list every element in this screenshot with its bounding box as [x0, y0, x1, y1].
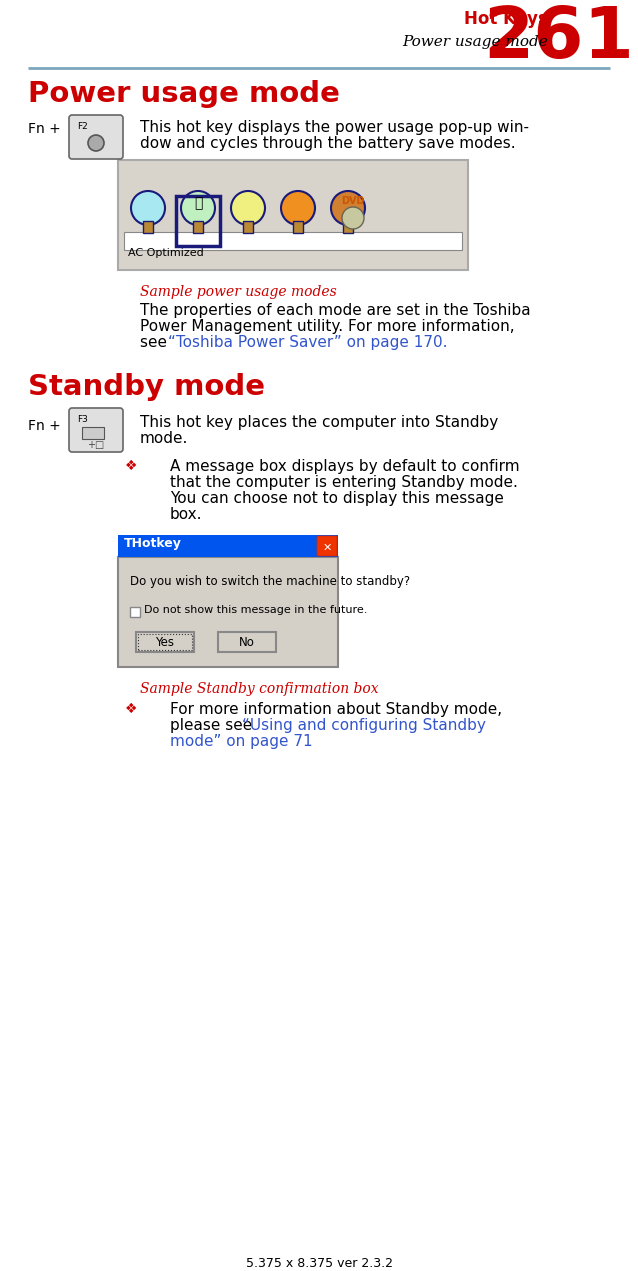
Text: see: see	[140, 336, 172, 350]
Text: please see: please see	[170, 718, 257, 733]
FancyBboxPatch shape	[69, 408, 123, 452]
FancyBboxPatch shape	[124, 233, 462, 250]
Circle shape	[131, 191, 165, 225]
FancyBboxPatch shape	[82, 427, 104, 438]
FancyBboxPatch shape	[118, 557, 338, 667]
FancyBboxPatch shape	[118, 535, 338, 557]
Text: 🌿: 🌿	[194, 196, 202, 210]
Text: that the computer is entering Standby mode.: that the computer is entering Standby mo…	[170, 475, 518, 491]
Circle shape	[181, 191, 215, 225]
Text: ✕: ✕	[322, 543, 332, 553]
FancyBboxPatch shape	[218, 632, 276, 652]
FancyBboxPatch shape	[130, 608, 140, 616]
Circle shape	[231, 191, 265, 225]
Text: Do not show this message in the future.: Do not show this message in the future.	[144, 605, 367, 615]
FancyBboxPatch shape	[118, 160, 468, 269]
Text: +□: +□	[87, 440, 105, 450]
Text: ❖: ❖	[125, 459, 138, 473]
FancyBboxPatch shape	[193, 221, 203, 233]
Circle shape	[342, 207, 364, 229]
Text: This hot key places the computer into Standby: This hot key places the computer into St…	[140, 416, 498, 430]
Text: Power usage mode: Power usage mode	[28, 80, 340, 108]
Text: Hot Keys: Hot Keys	[464, 10, 548, 28]
Text: Standby mode: Standby mode	[28, 372, 265, 400]
Text: A message box displays by default to confirm: A message box displays by default to con…	[170, 459, 519, 474]
Text: 5.375 x 8.375 ver 2.3.2: 5.375 x 8.375 ver 2.3.2	[246, 1257, 392, 1270]
Text: Power usage mode: Power usage mode	[402, 36, 548, 50]
Text: Fn +: Fn +	[28, 122, 61, 136]
Text: No: No	[239, 636, 255, 649]
Text: Power Management utility. For more information,: Power Management utility. For more infor…	[140, 319, 515, 334]
Text: The properties of each mode are set in the Toshiba: The properties of each mode are set in t…	[140, 302, 531, 318]
Text: Fn +: Fn +	[28, 419, 61, 433]
FancyBboxPatch shape	[243, 221, 253, 233]
Text: “Using and configuring Standby: “Using and configuring Standby	[242, 718, 486, 733]
Text: AC Optimized: AC Optimized	[128, 248, 204, 258]
FancyBboxPatch shape	[317, 536, 337, 555]
Text: Sample Standby confirmation box: Sample Standby confirmation box	[140, 683, 378, 697]
Circle shape	[331, 191, 365, 225]
Circle shape	[281, 191, 315, 225]
Text: Do you wish to switch the machine to standby?: Do you wish to switch the machine to sta…	[130, 574, 410, 588]
FancyBboxPatch shape	[143, 221, 153, 233]
Text: You can choose not to display this message: You can choose not to display this messa…	[170, 491, 504, 506]
FancyBboxPatch shape	[343, 221, 353, 233]
Text: F2: F2	[77, 122, 88, 131]
Text: mode.: mode.	[140, 431, 188, 446]
Text: Yes: Yes	[156, 636, 175, 649]
Text: 261: 261	[483, 4, 634, 72]
Text: THotkey: THotkey	[124, 538, 182, 550]
FancyBboxPatch shape	[293, 221, 303, 233]
Text: For more information about Standby mode,: For more information about Standby mode,	[170, 702, 502, 717]
Text: ❖: ❖	[125, 702, 138, 716]
Text: box.: box.	[170, 507, 202, 522]
FancyBboxPatch shape	[136, 632, 194, 652]
Text: mode” on page 71: mode” on page 71	[170, 733, 313, 749]
FancyBboxPatch shape	[69, 114, 123, 159]
Text: DVD: DVD	[341, 196, 365, 206]
Text: Sample power usage modes: Sample power usage modes	[140, 285, 337, 299]
Circle shape	[88, 135, 104, 151]
Text: “Toshiba Power Saver” on page 170.: “Toshiba Power Saver” on page 170.	[168, 336, 447, 350]
Text: dow and cycles through the battery save modes.: dow and cycles through the battery save …	[140, 136, 516, 151]
Text: This hot key displays the power usage pop-up win-: This hot key displays the power usage po…	[140, 119, 529, 135]
Text: F3: F3	[77, 416, 88, 425]
